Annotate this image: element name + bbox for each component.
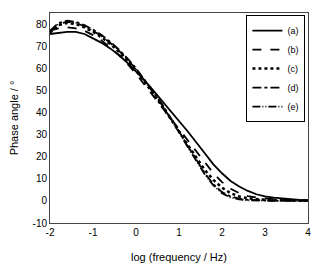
- svg-text:1: 1: [176, 227, 182, 238]
- svg-text:80: 80: [36, 19, 48, 30]
- svg-text:60: 60: [36, 63, 48, 74]
- svg-text:20: 20: [36, 151, 48, 162]
- svg-text:(b): (b): [287, 45, 298, 55]
- svg-text:(d): (d): [287, 83, 298, 93]
- svg-text:10: 10: [36, 173, 48, 184]
- svg-text:-2: -2: [46, 227, 55, 238]
- svg-text:70: 70: [36, 41, 48, 52]
- svg-text:-1: -1: [89, 227, 98, 238]
- svg-text:4: 4: [305, 227, 311, 238]
- svg-text:30: 30: [36, 129, 48, 140]
- svg-text:0: 0: [41, 195, 47, 206]
- svg-text:0: 0: [133, 227, 139, 238]
- svg-text:50: 50: [36, 85, 48, 96]
- svg-text:3: 3: [262, 227, 268, 238]
- svg-text:2: 2: [219, 227, 225, 238]
- svg-text:-10: -10: [33, 218, 48, 229]
- svg-text:(c): (c): [287, 64, 298, 74]
- svg-text:log (frequency / Hz): log (frequency / Hz): [131, 251, 227, 263]
- svg-text:40: 40: [36, 107, 48, 118]
- svg-text:Phase angle / °: Phase angle / °: [8, 81, 20, 156]
- svg-text:(e): (e): [287, 102, 298, 112]
- svg-text:(a): (a): [287, 26, 298, 36]
